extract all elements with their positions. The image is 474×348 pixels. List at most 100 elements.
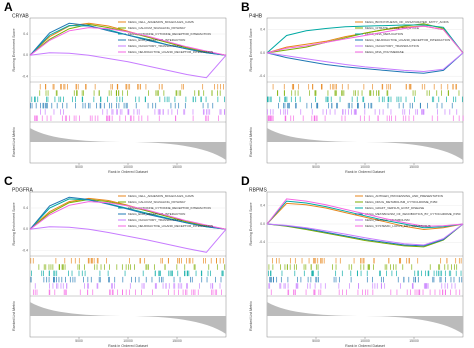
hit-stripe bbox=[46, 96, 47, 103]
hit-stripe bbox=[54, 270, 56, 277]
hit-stripe bbox=[100, 96, 102, 103]
hit-stripe bbox=[373, 264, 374, 270]
hit-stripe bbox=[142, 270, 144, 277]
hit-stripe bbox=[393, 264, 394, 270]
hit-stripe bbox=[43, 102, 45, 109]
hit-stripe bbox=[295, 283, 297, 289]
hit-stripe bbox=[427, 102, 428, 109]
hit-stripe bbox=[290, 115, 292, 121]
hit-stripe bbox=[344, 109, 346, 115]
hit-stripe bbox=[157, 109, 159, 115]
hit-stripe bbox=[334, 90, 336, 96]
hit-stripe bbox=[32, 258, 34, 264]
hit-stripe bbox=[426, 90, 428, 96]
hit-stripe bbox=[145, 84, 147, 90]
hit-stripe bbox=[104, 264, 105, 270]
hit-stripe bbox=[292, 84, 294, 90]
hit-stripe bbox=[184, 102, 186, 109]
legend-label: KEGG_RNA_POLYMERASE bbox=[365, 50, 404, 54]
hit-stripe bbox=[184, 270, 185, 277]
hit-stripe bbox=[368, 264, 370, 270]
hit-stripe bbox=[39, 90, 41, 96]
hit-stripe bbox=[65, 276, 66, 283]
hit-stripe bbox=[367, 264, 369, 270]
hit-stripe bbox=[201, 270, 203, 277]
hit-stripe bbox=[219, 109, 221, 115]
hit-stripe bbox=[49, 283, 51, 289]
hit-stripe bbox=[410, 84, 412, 90]
hit-stripe bbox=[85, 84, 86, 90]
hit-stripe bbox=[61, 276, 63, 283]
hit-stripe bbox=[387, 90, 389, 96]
hit-stripe bbox=[155, 90, 157, 96]
y2-label: Ranked List Metric bbox=[249, 301, 253, 331]
hit-stripe bbox=[419, 289, 421, 295]
hit-stripe bbox=[64, 264, 66, 270]
hit-stripe bbox=[267, 96, 269, 103]
hit-stripe bbox=[34, 96, 35, 103]
hit-stripe bbox=[179, 283, 181, 289]
hit-stripe bbox=[108, 90, 110, 96]
hit-stripe bbox=[61, 264, 63, 270]
hit-stripe bbox=[62, 283, 64, 289]
hit-stripe bbox=[160, 270, 161, 277]
hit-stripe bbox=[458, 90, 460, 96]
hit-stripe bbox=[351, 109, 352, 115]
hit-stripe bbox=[161, 84, 163, 90]
hit-stripe bbox=[153, 264, 155, 270]
hit-stripe bbox=[85, 84, 87, 90]
hit-stripe bbox=[194, 289, 196, 295]
panel-label: C bbox=[4, 174, 13, 188]
hit-stripe bbox=[335, 276, 337, 283]
hit-stripe bbox=[165, 283, 167, 289]
hit-stripe bbox=[119, 96, 121, 103]
hit-stripe bbox=[302, 115, 304, 121]
hit-stripe bbox=[75, 84, 77, 90]
hit-stripe bbox=[272, 109, 274, 115]
hit-stripe bbox=[456, 109, 458, 115]
hit-stripe bbox=[270, 109, 272, 115]
hit-stripe bbox=[342, 289, 343, 295]
hit-stripe bbox=[301, 258, 303, 264]
hit-stripe bbox=[337, 102, 338, 109]
hit-stripe bbox=[34, 115, 36, 121]
hit-stripe bbox=[112, 283, 113, 289]
hit-stripe bbox=[36, 289, 38, 295]
hit-stripe bbox=[371, 102, 373, 109]
hit-stripe bbox=[48, 270, 50, 277]
hit-stripe bbox=[316, 276, 318, 283]
hit-stripe bbox=[216, 289, 218, 295]
hit-stripe bbox=[370, 90, 372, 96]
hit-stripe bbox=[360, 264, 362, 270]
hit-stripe bbox=[43, 276, 45, 283]
y2-label: Ranked List Metric bbox=[12, 127, 16, 157]
hit-stripe bbox=[56, 270, 58, 277]
x-tick-label: 10000 bbox=[360, 165, 370, 169]
legend-label: KEGG_RETINOL_METABOLISM bbox=[365, 218, 410, 222]
hit-stripe bbox=[296, 264, 297, 270]
hit-stripe bbox=[408, 115, 410, 121]
hit-stripe bbox=[364, 102, 366, 109]
hit-stripe bbox=[54, 96, 56, 103]
hit-stripe bbox=[93, 90, 95, 96]
hit-stripe bbox=[321, 84, 323, 90]
hit-stripe bbox=[405, 96, 407, 103]
hit-stripe bbox=[308, 258, 310, 264]
hit-stripe bbox=[206, 109, 208, 115]
hit-stripe bbox=[439, 264, 441, 270]
hit-stripe bbox=[378, 96, 380, 103]
hit-stripe bbox=[151, 289, 153, 295]
hit-stripe bbox=[162, 258, 163, 264]
hit-stripe bbox=[41, 270, 43, 277]
hit-stripe bbox=[50, 264, 52, 270]
hit-stripe bbox=[379, 270, 380, 277]
hit-stripe bbox=[59, 264, 60, 270]
hit-stripe bbox=[87, 276, 89, 283]
hit-stripe bbox=[216, 258, 217, 264]
hit-stripe bbox=[178, 102, 180, 109]
hit-stripe bbox=[309, 90, 311, 96]
hit-stripe bbox=[171, 270, 173, 277]
hit-stripe bbox=[77, 84, 79, 90]
hit-stripe bbox=[372, 84, 374, 90]
hit-stripe bbox=[109, 276, 110, 283]
